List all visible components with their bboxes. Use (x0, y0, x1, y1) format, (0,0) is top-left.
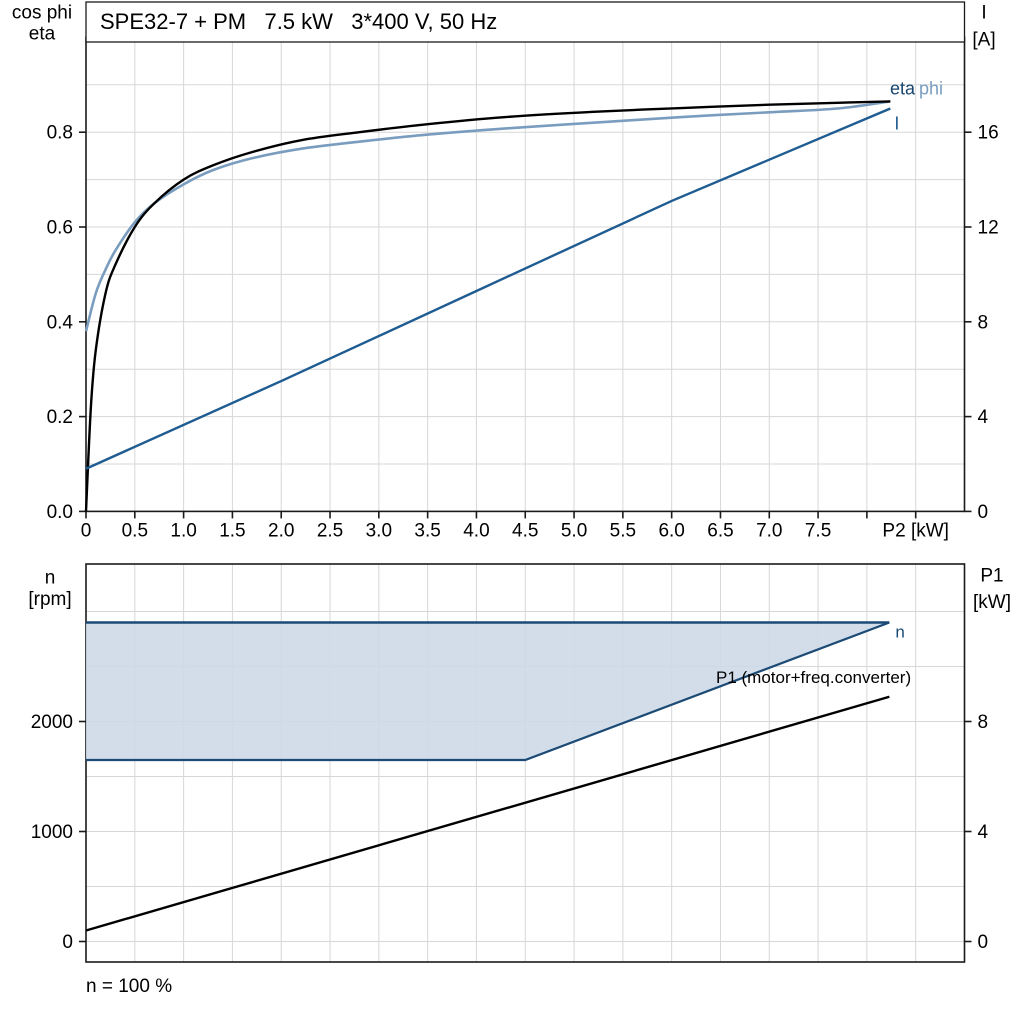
svg-text:0.4: 0.4 (47, 312, 74, 333)
svg-text:2.5: 2.5 (317, 520, 343, 541)
svg-text:[A]: [A] (972, 30, 995, 51)
svg-text:0: 0 (62, 932, 73, 953)
svg-text:6.0: 6.0 (658, 520, 684, 541)
svg-text:12: 12 (978, 218, 999, 239)
svg-text:0.8: 0.8 (47, 123, 73, 144)
svg-text:0.0: 0.0 (47, 502, 73, 523)
svg-text:8: 8 (978, 712, 989, 733)
svg-text:n: n (45, 567, 56, 588)
svg-text:3.0: 3.0 (366, 520, 392, 541)
svg-text:I: I (894, 114, 899, 134)
svg-text:0: 0 (978, 502, 989, 523)
svg-text:1.0: 1.0 (170, 520, 196, 541)
svg-text:P1: P1 (980, 565, 1003, 586)
svg-text:eta: eta (29, 24, 56, 45)
svg-text:4: 4 (978, 407, 989, 428)
svg-text:7.5: 7.5 (805, 520, 831, 541)
svg-text:8: 8 (978, 312, 989, 333)
svg-text:1.5: 1.5 (219, 520, 245, 541)
svg-text:4: 4 (978, 822, 989, 843)
svg-text:7.0: 7.0 (756, 520, 782, 541)
svg-text:n: n (895, 623, 904, 642)
svg-text:SPE32-7 + PM 7.5 kW 3*400: SPE32-7 + PM 7.5 kW 3*400 V, 50 Hz (100, 9, 497, 34)
svg-text:phi: phi (919, 78, 943, 98)
svg-text:P2 [kW]: P2 [kW] (882, 520, 949, 541)
svg-text:0.2: 0.2 (47, 407, 73, 428)
svg-text:0.5: 0.5 (122, 520, 148, 541)
svg-text:4.5: 4.5 (512, 520, 538, 541)
svg-text:[kW]: [kW] (973, 592, 1011, 613)
svg-text:2.0: 2.0 (268, 520, 294, 541)
svg-text:5.5: 5.5 (610, 520, 636, 541)
svg-text:P1 (motor+freq.converter): P1 (motor+freq.converter) (716, 668, 911, 687)
svg-text:4.0: 4.0 (463, 520, 489, 541)
svg-text:n = 100 %: n = 100 % (86, 976, 172, 997)
svg-text:cos phi: cos phi (12, 3, 72, 24)
svg-text:5.0: 5.0 (561, 520, 587, 541)
svg-text:0: 0 (978, 932, 989, 953)
svg-text:1000: 1000 (31, 822, 73, 843)
svg-text:2000: 2000 (31, 712, 73, 733)
svg-text:3.5: 3.5 (414, 520, 440, 541)
svg-text:[rpm]: [rpm] (28, 589, 71, 610)
svg-text:eta: eta (890, 78, 916, 98)
svg-text:I: I (981, 3, 986, 24)
svg-text:0.6: 0.6 (47, 218, 73, 239)
svg-text:16: 16 (978, 123, 999, 144)
svg-text:0: 0 (81, 520, 92, 541)
svg-text:6.5: 6.5 (707, 520, 733, 541)
